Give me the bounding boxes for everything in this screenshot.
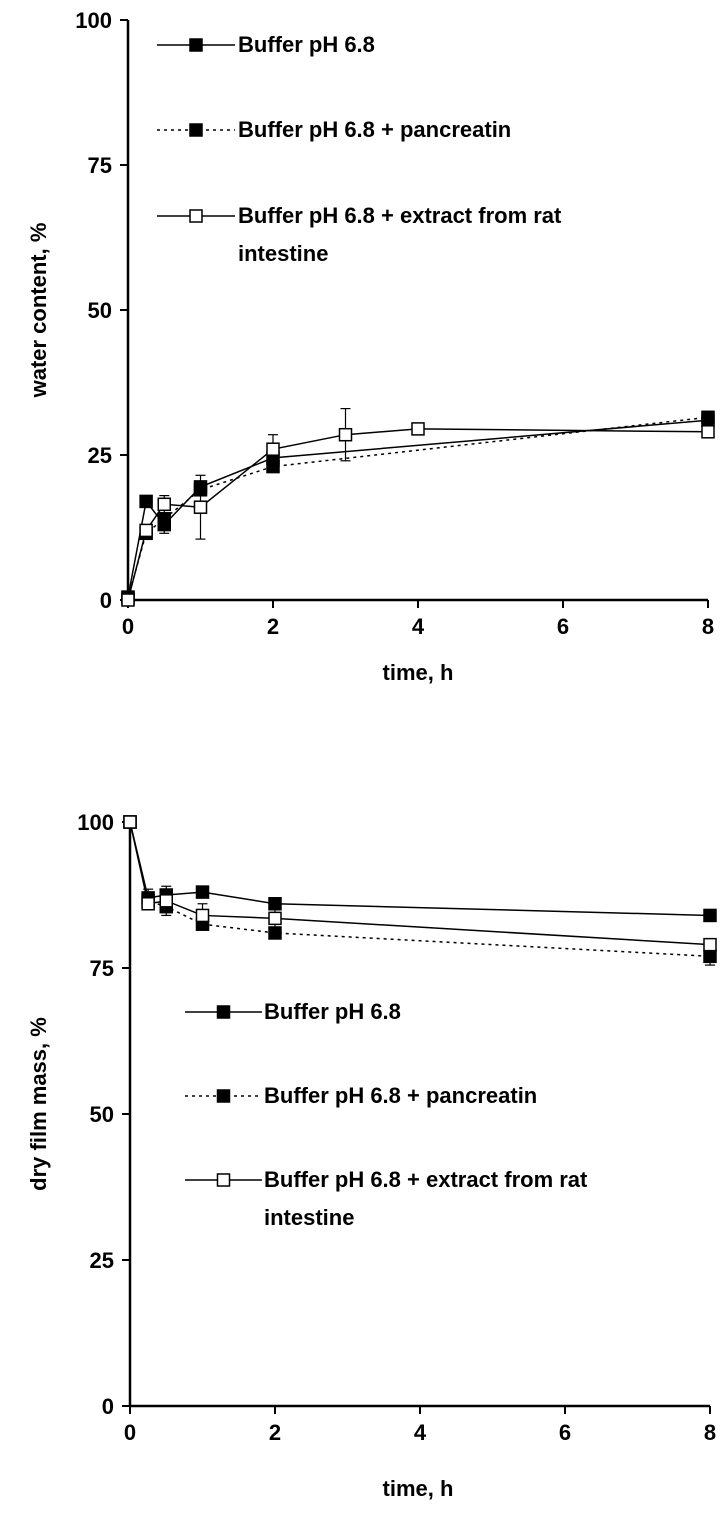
data-point [266, 442, 280, 456]
x-tick-label: 0 [122, 614, 134, 639]
water-content-chart: water content, % time, h 0 25 50 75 100 0 2 4 6 8… [26, 8, 715, 685]
legend-label: Buffer pH 6.8 + pancreatin [238, 117, 511, 142]
legend-label: Buffer pH 6.8 + extract from rat [264, 1167, 588, 1192]
y-axis-label: dry film mass, % [26, 1017, 51, 1191]
legend-label: Buffer pH 6.8 + pancreatin [264, 1083, 537, 1108]
data-point [703, 937, 717, 952]
legend-label-continued: intestine [238, 241, 328, 266]
y-axis-label: water content, % [26, 223, 51, 399]
x-axis-label: time, h [383, 1476, 454, 1501]
x-tick-label: 2 [267, 614, 279, 639]
x-tick-label: 6 [557, 614, 569, 639]
legend-label: Buffer pH 6.8 + extract from rat [238, 203, 562, 228]
series-line [129, 821, 711, 917]
legend-label-continued: intestine [264, 1205, 354, 1230]
legend-marker [216, 1005, 231, 1019]
x-tick-label: 4 [412, 614, 425, 639]
data-point [338, 427, 353, 442]
x-axis-label: time, h [383, 660, 454, 685]
series-line [129, 821, 711, 946]
series-line [129, 821, 711, 958]
y-tick-label: 0 [100, 588, 112, 613]
data-point [268, 926, 282, 940]
legend-marker [216, 1089, 231, 1103]
x-tick-label: 6 [559, 1420, 571, 1445]
data-point [141, 897, 155, 911]
y-tick-label: 50 [88, 298, 112, 323]
legend-label: Buffer pH 6.8 [238, 32, 375, 57]
y-tick-label: 0 [102, 1394, 114, 1419]
data-point [701, 425, 715, 439]
legend-marker [189, 123, 203, 137]
x-tick-label: 0 [124, 1420, 136, 1445]
data-point [123, 815, 137, 829]
x-tick-label: 4 [414, 1420, 427, 1445]
data-point [157, 497, 171, 512]
y-tick-label: 75 [90, 956, 114, 981]
series-line [127, 416, 709, 599]
y-tick-label: 25 [88, 443, 112, 468]
data-point [157, 512, 171, 526]
y-tick-label: 100 [75, 8, 112, 33]
y-tick-label: 50 [90, 1102, 114, 1127]
data-point [268, 911, 282, 926]
legend-marker [189, 38, 203, 52]
data-point [195, 885, 210, 899]
legend-marker [189, 209, 203, 223]
data-point [268, 897, 282, 911]
data-point [121, 593, 135, 607]
y-tick-label: 100 [77, 810, 114, 835]
legend-label: Buffer pH 6.8 [264, 999, 401, 1024]
y-tick-label: 25 [90, 1248, 114, 1273]
x-tick-label: 2 [269, 1420, 281, 1445]
x-tick-label: 8 [704, 1420, 716, 1445]
series-line [127, 419, 709, 598]
data-point [703, 949, 717, 964]
data-point [701, 410, 715, 425]
data-point [139, 523, 153, 538]
legend-marker [216, 1173, 231, 1187]
data-point [703, 908, 717, 923]
data-point [193, 500, 208, 514]
y-tick-label: 75 [88, 153, 112, 178]
data-point [411, 422, 425, 436]
dry-film-mass-chart: dry film mass, % time, h 0 25 50 75 100 0 2 4 6 8… [26, 810, 717, 1501]
data-point [159, 894, 173, 908]
data-point [139, 494, 153, 509]
data-point [195, 908, 210, 923]
x-tick-label: 8 [702, 614, 714, 639]
series-line [127, 428, 709, 601]
